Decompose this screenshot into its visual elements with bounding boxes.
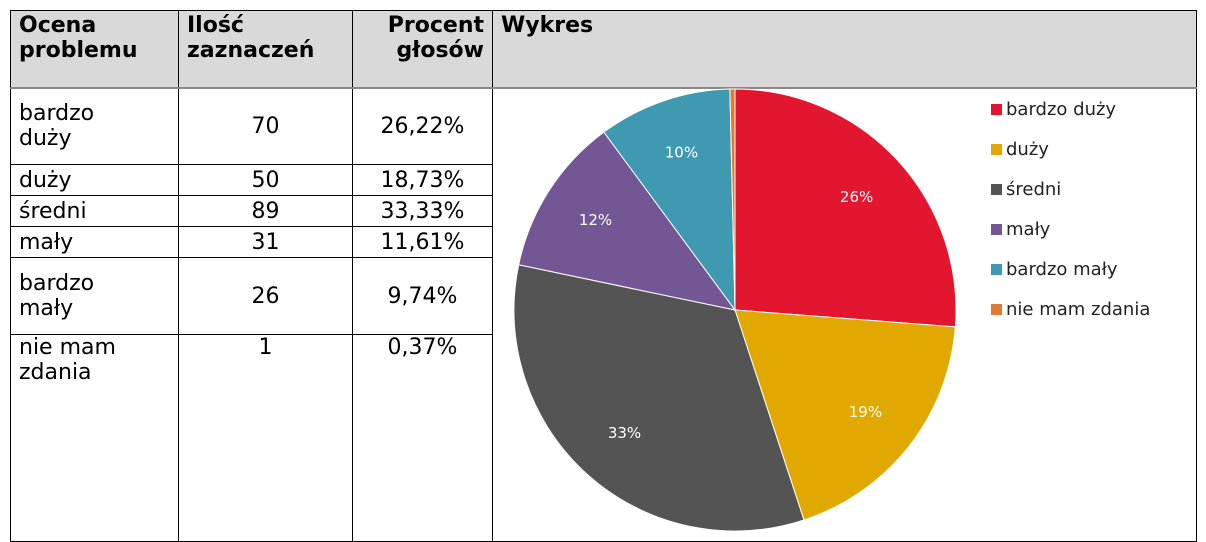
table-cell: bardzo duży: [10, 87, 179, 165]
cell-text: 31: [251, 229, 280, 255]
table-cell: 18,73%: [352, 164, 493, 196]
cell-text: 26: [251, 283, 280, 309]
table-cell: 1: [178, 334, 353, 542]
cell-text: 26,22%: [380, 113, 465, 139]
header-cell: Ocena problemu: [10, 10, 179, 89]
cell-text: 89: [251, 198, 280, 224]
cell-text: 70: [251, 113, 280, 139]
legend-label: mały: [1006, 219, 1051, 240]
legend-swatch: [991, 264, 1002, 275]
cell-text: nie mam zdania: [19, 335, 116, 385]
cell-text: bardzo mały: [19, 271, 95, 321]
cell-text: bardzo duży: [19, 101, 95, 152]
pie-slice: [518, 131, 737, 311]
header-text: Wykres: [501, 13, 594, 38]
legend-label: duży: [1006, 139, 1049, 160]
table-cell: 70: [178, 87, 353, 165]
table-cell: mały: [10, 226, 179, 258]
cell-text: średni: [19, 198, 87, 224]
cell-text: 9,74%: [387, 283, 458, 309]
header-cell: Ilość zaznaczeń: [178, 10, 353, 89]
slice-label: 12%: [579, 211, 612, 229]
table-cell: nie mam zdania: [10, 334, 179, 542]
table-cell: 31: [178, 226, 353, 258]
pie-slice: [513, 264, 805, 532]
legend-label: bardzo mały: [1006, 259, 1118, 280]
slice-label: 33%: [608, 424, 641, 442]
pie-slice: [603, 88, 736, 312]
legend-swatch: [991, 184, 1002, 195]
table-cell: duży: [10, 164, 179, 196]
cell-text: 0,37%: [387, 335, 458, 360]
cell-text: 33,33%: [380, 198, 465, 224]
legend-swatch: [991, 304, 1002, 315]
legend-label: nie mam zdania: [1006, 299, 1150, 320]
table-cell: średni: [10, 195, 179, 227]
slice-label: 19%: [849, 403, 882, 421]
table-row: duży 50 18,73%: [10, 164, 1197, 196]
legend-swatch: [991, 224, 1002, 235]
cell-text: duży: [19, 167, 72, 193]
table-cell: 11,61%: [352, 226, 493, 258]
legend-swatch: [991, 144, 1002, 155]
header-text: Ilość zaznaczeń: [187, 13, 315, 63]
header-text: Ocena problemu: [19, 13, 138, 63]
table-cell: 50: [178, 164, 353, 196]
pie-slice: [734, 309, 956, 521]
header-cell: Wykres: [492, 10, 1197, 89]
slice-label: 26%: [840, 188, 873, 206]
cell-text: 18,73%: [380, 167, 465, 193]
table-row: mały 31 11,61%: [10, 226, 1197, 258]
table-cell: 26: [178, 257, 353, 335]
table-cell: 9,74%: [352, 257, 493, 335]
table-cell: 33,33%: [352, 195, 493, 227]
pie-slice: [729, 88, 736, 311]
header-cell: Procent głosów: [352, 10, 493, 89]
legend-swatch: [991, 104, 1002, 115]
legend-label: średni: [1006, 179, 1061, 200]
table-cell: 89: [178, 195, 353, 227]
table-cell: 0,37%: [352, 334, 493, 542]
table-cell: bardzo mały: [10, 257, 179, 335]
pie-slice: [734, 88, 957, 328]
cell-text: 50: [251, 167, 280, 193]
table-cell: 26,22%: [352, 87, 493, 165]
cell-text: 1: [258, 335, 273, 360]
cell-text: mały: [19, 229, 74, 255]
pie-chart: 26% 19% 33% 12% 10% bardzo duży duży średni mały…: [513, 88, 1150, 532]
table-row: bardzo mały 26 9,74%: [10, 257, 1197, 335]
header-text: Procent głosów: [387, 13, 484, 63]
legend-label: bardzo duży: [1006, 99, 1116, 120]
cell-text: 11,61%: [380, 229, 465, 255]
table-row: nie mam zdania 1 0,37%: [10, 334, 1197, 542]
header-row: Ocena problemu Ilość zaznaczeń Procent g…: [10, 10, 1197, 89]
table-row: średni 89 33,33%: [10, 195, 1197, 227]
slice-label: 10%: [665, 144, 698, 162]
